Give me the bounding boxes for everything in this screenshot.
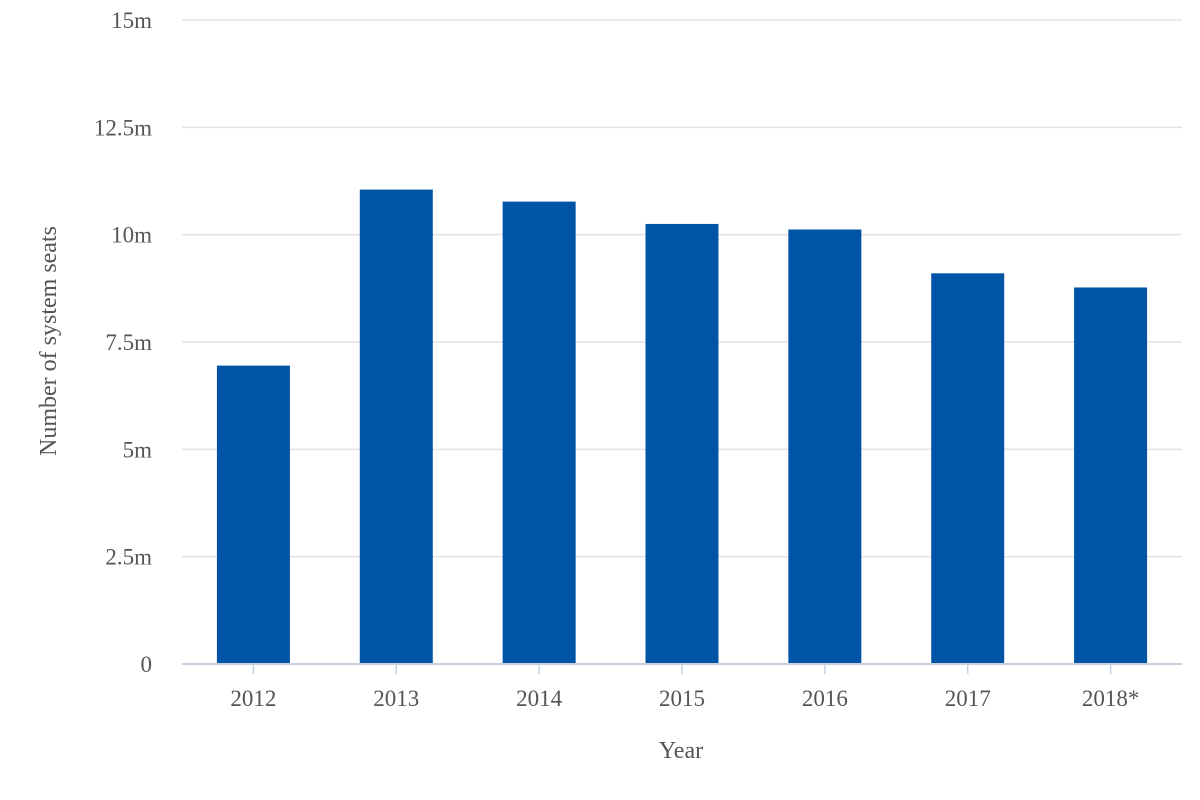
bar-2012 xyxy=(216,365,290,664)
y-axis-title: Number of system seats xyxy=(36,226,62,456)
y-tick-label: 10m xyxy=(111,223,152,248)
x-tick-label: 2016 xyxy=(802,686,848,711)
bar-2015 xyxy=(645,223,719,664)
y-tick-label: 7.5m xyxy=(105,330,152,355)
axes: 0 2.5m 5m 7.5m 10m 12.5m 15m 2012 2013 2014 2015 20… xyxy=(94,8,1182,711)
x-tick-label: 2018* xyxy=(1082,686,1140,711)
x-tick-label: 2014 xyxy=(516,686,563,711)
y-tick-label: 2.5m xyxy=(105,545,152,570)
bar-2013 xyxy=(359,189,433,664)
bar-2017 xyxy=(931,273,1005,664)
y-tick-label: 5m xyxy=(123,437,153,462)
y-tick-label: 12.5m xyxy=(94,115,152,140)
x-tick-label: 2013 xyxy=(373,686,419,711)
bar-2016 xyxy=(788,229,862,665)
bars xyxy=(216,189,1148,665)
bar-2018* xyxy=(1074,287,1148,664)
bar-2014 xyxy=(502,201,576,664)
x-axis-title: Year xyxy=(659,738,703,764)
x-tick-label: 2017 xyxy=(945,686,991,711)
x-tick-label: 2015 xyxy=(659,686,705,711)
y-tick-label: 0 xyxy=(141,652,153,677)
y-tick-label: 15m xyxy=(111,8,152,33)
x-tick-label: 2012 xyxy=(230,686,276,711)
